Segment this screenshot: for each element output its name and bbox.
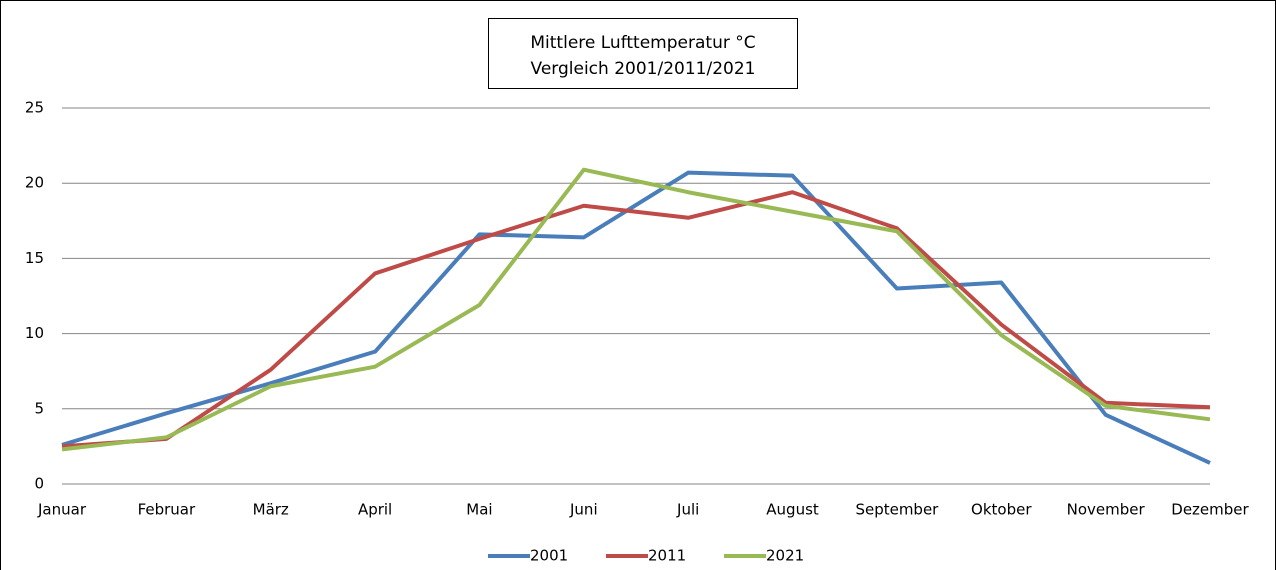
x-tick-label: November	[1067, 501, 1146, 519]
x-tick-label: Juli	[676, 501, 699, 519]
x-tick-label: Dezember	[1171, 501, 1249, 519]
x-tick-label: März	[253, 501, 289, 519]
y-tick-label: 20	[25, 174, 44, 192]
legend-label: 2011	[648, 547, 686, 565]
x-tick-label: Februar	[138, 501, 196, 519]
title-box	[488, 18, 798, 89]
x-tick-label: August	[766, 501, 819, 519]
y-tick-label: 10	[25, 324, 44, 342]
x-tick-label: Mai	[466, 501, 492, 519]
x-tick-label: Juni	[569, 501, 598, 519]
y-tick-label: 15	[25, 249, 44, 267]
x-tick-label: April	[358, 501, 392, 519]
y-tick-label: 5	[34, 399, 44, 417]
series-line	[61, 190, 1211, 449]
y-tick-label: 0	[34, 475, 44, 493]
x-tick-label: Januar	[37, 501, 87, 519]
series-line	[61, 167, 1211, 452]
series-line	[61, 170, 1211, 465]
chart-subtitle: Vergleich 2001/2011/2021	[531, 59, 756, 79]
x-tick-label: September	[855, 501, 939, 519]
x-tick-label: Oktober	[971, 501, 1032, 519]
legend-label: 2001	[530, 547, 568, 565]
chart-title: Mittlere Lufttemperatur °C	[530, 33, 755, 53]
y-tick-label: 25	[25, 99, 44, 117]
legend-label: 2021	[766, 547, 804, 565]
